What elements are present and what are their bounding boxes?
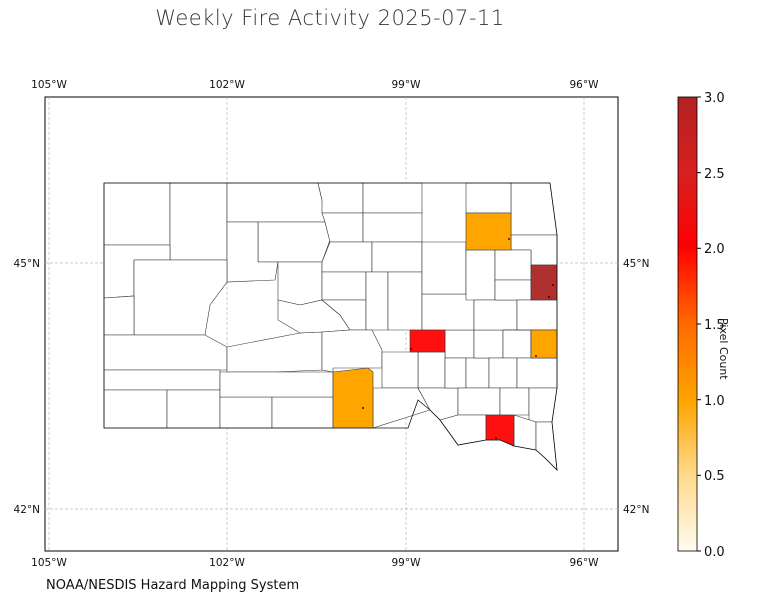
county-oglala-lakota bbox=[166, 389, 221, 429]
county-ziebach bbox=[257, 221, 331, 263]
colorbar-ticks: 0.0 0.5 1.0 1.5 2.0 2.5 3.0 bbox=[697, 91, 725, 560]
colorbar-tick-label: 3.0 bbox=[704, 91, 725, 106]
county-brule bbox=[381, 351, 419, 389]
lon-tick: 105°W bbox=[31, 79, 67, 91]
county-mccook bbox=[516, 357, 558, 389]
colorbar-tick-label: 2.0 bbox=[704, 242, 725, 257]
county-mcpherson bbox=[362, 182, 423, 214]
county-miner bbox=[502, 329, 532, 359]
lon-tick: 96°W bbox=[570, 79, 600, 91]
county-lyman bbox=[321, 329, 383, 373]
county-deuel-fire bbox=[530, 264, 558, 301]
county-edmunds bbox=[362, 212, 423, 243]
colorbar-tick-label: 1.0 bbox=[704, 394, 725, 409]
county-kingsbury bbox=[473, 299, 518, 331]
county-davison bbox=[465, 357, 490, 389]
state-outline bbox=[103, 182, 558, 472]
lon-tick: 102°W bbox=[209, 79, 245, 91]
county-faulk bbox=[371, 241, 423, 273]
county-aurora bbox=[417, 351, 446, 389]
county-hamlin bbox=[494, 279, 532, 301]
county-sanborn bbox=[473, 329, 504, 359]
lon-ticks-top: 105°W 102°W 99°W 96°W bbox=[31, 79, 599, 91]
colorbar-tick-label: 2.5 bbox=[704, 167, 725, 182]
county-jones-mellette bbox=[219, 371, 334, 398]
county-brown-fire bbox=[465, 212, 512, 251]
county-lawrence bbox=[103, 295, 135, 336]
county-brookings bbox=[516, 299, 558, 331]
lon-tick: 96°W bbox=[570, 557, 600, 569]
lat-ticks-left: 45°N 42°N bbox=[14, 258, 40, 516]
county-codington bbox=[494, 249, 532, 281]
colorbar-tick-label: 0.5 bbox=[704, 469, 725, 484]
county-todd bbox=[271, 396, 334, 429]
county-pennington bbox=[103, 334, 228, 371]
county-bennett bbox=[219, 396, 273, 429]
county-marshall bbox=[465, 182, 512, 214]
colorbar-tick-label: 1.5 bbox=[704, 318, 725, 333]
colorbar-tick-label: 0.0 bbox=[704, 545, 725, 560]
colorbar-label: Pixel Count bbox=[717, 318, 730, 380]
county-douglas bbox=[444, 357, 467, 389]
county-turner bbox=[499, 387, 530, 416]
county-fall-river bbox=[103, 389, 168, 429]
lat-tick: 42°N bbox=[623, 504, 649, 516]
lat-tick: 45°N bbox=[623, 258, 649, 270]
lon-ticks-bottom: 105°W 102°W 99°W 96°W bbox=[31, 557, 599, 569]
map-title: Weekly Fire Activity 2025-07-11 bbox=[155, 6, 505, 30]
lat-tick: 42°N bbox=[14, 504, 40, 516]
source-credit: NOAA/NESDIS Hazard Mapping System bbox=[46, 578, 300, 593]
county-spink bbox=[421, 241, 467, 295]
lon-tick: 102°W bbox=[209, 557, 245, 569]
lon-tick: 99°W bbox=[392, 557, 422, 569]
county-custer bbox=[103, 369, 221, 391]
lon-tick: 99°W bbox=[392, 79, 422, 91]
fire-point bbox=[362, 407, 364, 409]
fire-point bbox=[495, 437, 497, 439]
county-campbell bbox=[317, 182, 364, 214]
fire-point bbox=[548, 296, 550, 298]
county-hutchinson bbox=[457, 387, 501, 416]
lat-tick: 45°N bbox=[14, 258, 40, 270]
county-jerauld bbox=[444, 329, 475, 359]
county-hyde bbox=[365, 271, 389, 331]
fire-point bbox=[410, 348, 412, 350]
county-day bbox=[510, 182, 558, 236]
county-potter bbox=[321, 241, 373, 273]
county-hand bbox=[387, 271, 423, 331]
fire-point bbox=[508, 238, 510, 240]
fire-point bbox=[552, 284, 554, 286]
lat-ticks-right: 45°N 42°N bbox=[623, 258, 649, 516]
county-corson bbox=[226, 182, 326, 223]
county-minnehaha-fire bbox=[530, 329, 558, 359]
county-sully bbox=[321, 271, 367, 301]
county-buffalo-fire bbox=[409, 329, 446, 353]
county-tripp-fire bbox=[332, 367, 374, 429]
county-haakon bbox=[277, 261, 323, 306]
county-hanson bbox=[488, 357, 518, 389]
county-harding bbox=[103, 182, 171, 246]
colorbar bbox=[677, 96, 698, 552]
county-perkins bbox=[169, 182, 228, 261]
county-layer bbox=[103, 182, 558, 472]
county-clark bbox=[465, 249, 496, 301]
lon-tick: 105°W bbox=[31, 557, 67, 569]
fire-point bbox=[535, 355, 537, 357]
